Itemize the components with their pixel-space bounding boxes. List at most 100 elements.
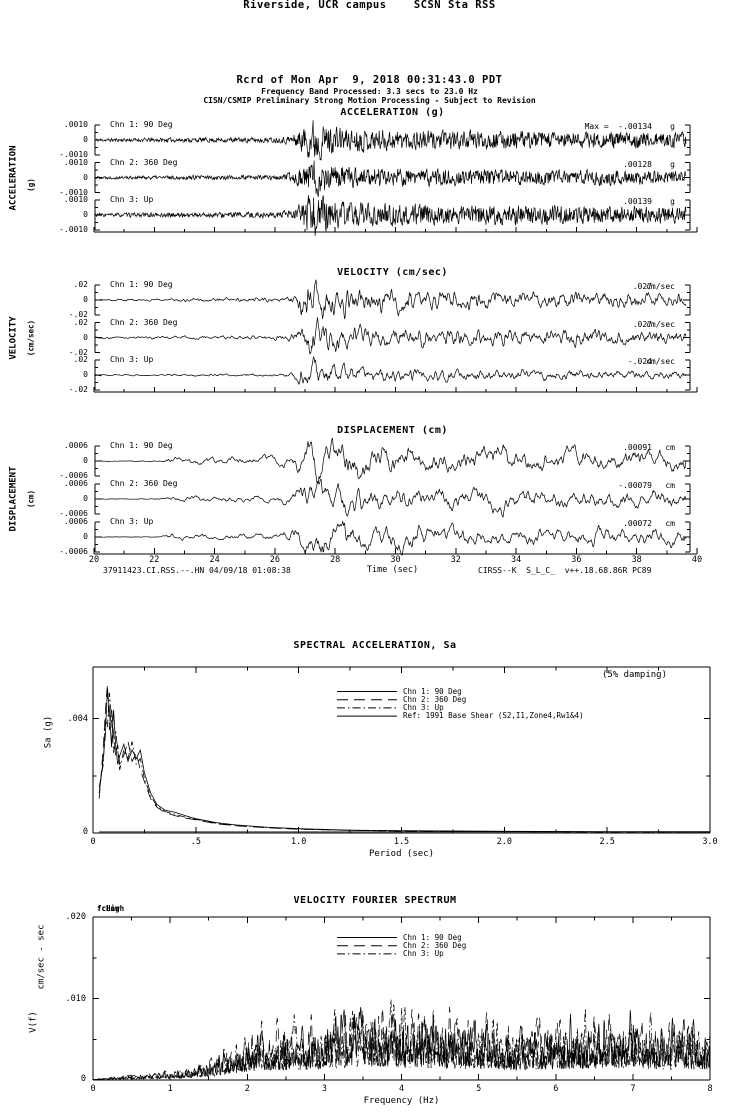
channel-label-vel-3: Chn 3: Up [110, 355, 154, 364]
header-line-4: CISN/CSMIP Preliminary Strong Motion Pro… [203, 96, 536, 105]
fourier-trace-3 [92, 999, 711, 1081]
peak-value-acc-3: .00139 [623, 197, 652, 206]
peak-value-disp-1: .00091 [623, 443, 652, 452]
tick-label: 3 [321, 1084, 327, 1094]
acceleration-ylabel: ACCELERATION [8, 145, 19, 211]
tick-label: 0 [90, 837, 96, 847]
trace-velocity_time_series-ch1 [94, 279, 687, 320]
fourier-legend-label-3: Chn 3: Up [403, 949, 444, 958]
fourier-title: VELOCITY FOURIER SPECTRUM [293, 895, 457, 906]
peak-unit-vel-3: cm/sec [646, 357, 675, 366]
tick-label: 0 [83, 370, 88, 379]
peak-value-vel-1: .027 [632, 282, 652, 291]
tick-label: -.02 [68, 347, 88, 357]
sa-xlabel: Period (sec) [368, 849, 435, 859]
fc-low-label: fcLow [97, 904, 120, 913]
sa-title: SPECTRAL ACCELERATION, Sa [293, 640, 457, 651]
trace-acceleration_time_series-ch2 [94, 160, 687, 197]
tick-label: -.0006 [59, 509, 88, 518]
tick-label: 0 [83, 172, 88, 182]
footer-processing-code: CIRSS--K S_L_C_ v++.18.68.86R PC89 [478, 566, 652, 575]
tick-label: 0 [80, 1074, 86, 1084]
header-line-2: Rcrd of Mon Apr 9, 2018 00:31:43.0 PDT [236, 74, 503, 86]
tick-label: .0006 [63, 441, 88, 450]
channel-label-disp-2: Chn 2: 360 Deg [110, 479, 178, 488]
channel-label-acc-1: Chn 1: 90 Deg [110, 120, 173, 129]
trace-acceleration_time_series-ch3 [94, 195, 687, 236]
sa-ylabel: Sa (g) [43, 715, 54, 749]
peak-value-vel-3: -.024 [627, 357, 652, 366]
fourier-legend-label-2: Chn 2: 360 Deg [403, 941, 467, 950]
acceleration-title: ACCELERATION (g) [340, 107, 445, 118]
displacement-title: DISPLACEMENT (cm) [337, 425, 448, 436]
peak-value-acc-2: .00128 [623, 160, 652, 169]
tick-label: 2.0 [496, 837, 512, 847]
channel-label-disp-3: Chn 3: Up [110, 517, 154, 526]
fourier-legend-label-1: Chn 1: 90 Deg [403, 933, 462, 942]
tick-label: 20 [88, 555, 100, 565]
tick-label: 5 [476, 1084, 482, 1094]
sa-curve-2 [98, 684, 710, 833]
tick-label: 1.5 [393, 837, 410, 847]
tick-label: 0 [83, 494, 88, 503]
tick-label: 32 [450, 555, 461, 565]
sa-curve-1 [98, 689, 710, 832]
trace-displacement_time_series-ch2 [95, 478, 687, 518]
channel-label-acc-3: Chn 3: Up [110, 195, 154, 204]
tick-label: 0 [83, 210, 88, 219]
peak-unit-acc-1: g [670, 122, 675, 131]
fourier-trace-1 [93, 1006, 711, 1081]
tick-label: -.02 [68, 385, 88, 394]
peak-value-vel-2: .027 [632, 320, 652, 329]
tick-label: .0010 [63, 157, 88, 167]
tick-label: 30 [390, 555, 401, 565]
tick-label: 0 [82, 827, 88, 837]
sa-legend-label-4: Ref: 1991 Base Shear (S2,I1,Zone4,Rw1&4) [403, 711, 584, 720]
peak-unit-acc-3: g [670, 197, 675, 206]
sa-legend-label-1: Chn 1: 90 Deg [403, 687, 462, 696]
tick-label: 22 [149, 555, 160, 565]
tick-label: 0 [83, 295, 88, 304]
peak-value-acc-1: Max = -.00134 [584, 122, 652, 131]
tick-label: 1 [167, 1084, 173, 1094]
channel-label-vel-1: Chn 1: 90 Deg [110, 280, 173, 289]
tick-label: 2.5 [599, 837, 615, 847]
velocity-title: VELOCITY (cm/sec) [337, 267, 448, 278]
tick-label: -.0010 [59, 225, 88, 234]
peak-unit-vel-1: cm/sec [646, 282, 675, 291]
tick-label: .020 [65, 912, 86, 922]
tick-label: -.0010 [59, 150, 88, 159]
tick-label: 6 [553, 1084, 559, 1094]
peak-unit-vel-2: cm/sec [646, 320, 675, 329]
trace-displacement_time_series-ch1 [94, 437, 687, 485]
trace-displacement_time_series-ch3 [94, 520, 687, 556]
tick-label: .004 [67, 713, 88, 724]
tick-label: 0 [83, 332, 88, 342]
peak-unit-disp-3: cm [665, 519, 675, 528]
tick-label: .0010 [63, 195, 88, 204]
tick-label: 28 [330, 555, 341, 565]
tick-label: 40 [691, 555, 703, 565]
trace-velocity_time_series-ch2 [94, 317, 687, 355]
sa-legend-label-3: Chn 3: Up [403, 703, 444, 712]
header-line-3: Frequency Band Processed: 3.3 secs to 23… [261, 87, 478, 96]
footer-record-id: 37911423.CI.RSS.--.HN 04/09/18 01:08:38 [103, 566, 291, 575]
fourier-trace-2 [92, 1006, 711, 1081]
fourier-xlabel: Frequency (Hz) [363, 1096, 440, 1106]
tick-label: .02 [73, 280, 88, 289]
peak-unit-acc-2: g [670, 160, 675, 169]
fourier-ylabel: V(f) [28, 1011, 39, 1033]
tick-label: 8 [707, 1084, 713, 1094]
tick-label: -.0006 [59, 547, 88, 556]
peak-unit-disp-2: cm [665, 481, 675, 490]
tick-label: 24 [209, 555, 220, 565]
fourier-yunits: cm/sec - sec [36, 924, 47, 990]
tick-label: 34 [510, 555, 522, 565]
time-axis-label: Time (sec) [366, 565, 419, 575]
header-line-1: Riverside, UCR campus SCSN Sta RSS [243, 0, 496, 11]
tick-label: 0 [83, 532, 88, 541]
tick-label: .0010 [63, 120, 88, 129]
trace-acceleration_time_series-ch1 [94, 120, 687, 161]
tick-label: 0 [83, 135, 88, 144]
peak-value-disp-3: .00072 [623, 519, 652, 528]
